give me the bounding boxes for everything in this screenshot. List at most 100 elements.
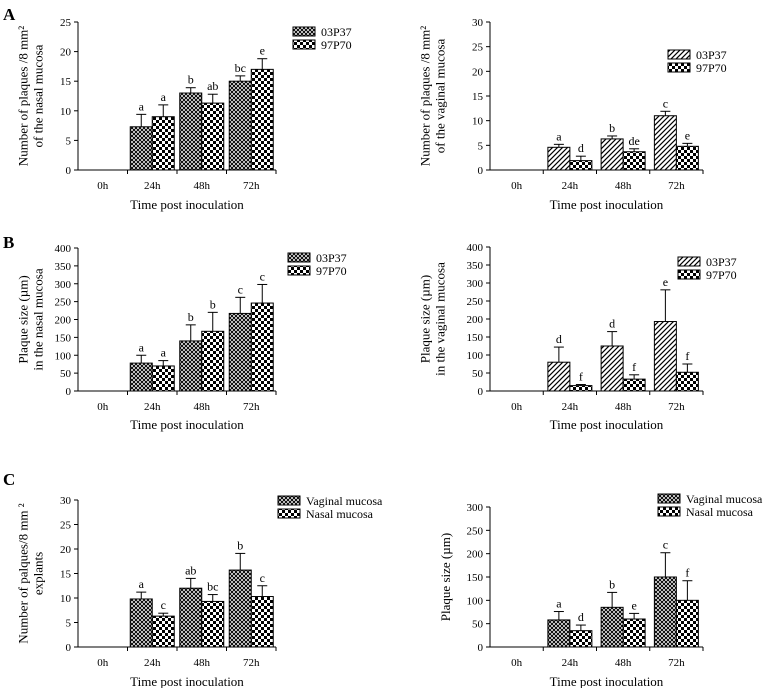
x-tick-label: 48h (615, 657, 632, 669)
legend-label: 97P70 (706, 268, 737, 282)
y-axis-title: of the vaginal mucosa (433, 39, 448, 154)
y-tick-label: 350 (55, 261, 72, 273)
y-tick-label: 150 (467, 572, 484, 584)
bar (129, 362, 153, 392)
y-axis-title: Plaque size (µm) (418, 275, 433, 363)
y-axis-title: Plaque size (µm) (16, 275, 31, 363)
x-tick-label: 48h (194, 180, 211, 192)
y-tick-label: 0 (66, 165, 72, 177)
significance-label: a (139, 577, 145, 591)
significance-label: b (188, 73, 194, 87)
bar (129, 126, 153, 171)
legend-label: 97P70 (316, 264, 347, 278)
bar (653, 576, 677, 648)
bar (179, 340, 203, 392)
significance-label: e (260, 44, 265, 58)
y-axis-title: Number of plaques /8 mm² (16, 26, 31, 166)
legend-swatch (287, 252, 311, 263)
legend-swatch (677, 256, 701, 267)
panel-letter-c: C (3, 470, 15, 489)
y-axis-title: in the vaginal mucosa (433, 262, 448, 376)
x-tick-label: 24h (562, 401, 579, 413)
chart-b-right: 0 50 100 150 200 250 300 350 400 0h 24h 48h 72h d d e f f… (418, 242, 737, 432)
x-tick-label: 72h (243, 401, 260, 413)
x-tick-label: 48h (194, 401, 211, 413)
significance-label: f (685, 349, 689, 363)
legend-label: 03P37 (316, 251, 347, 265)
significance-label: c (260, 269, 265, 283)
y-axis-title: Number of palques/8 mm ² (16, 503, 31, 643)
significance-label: e (663, 275, 668, 289)
bar (600, 345, 624, 392)
x-tick-label: 24h (562, 657, 579, 669)
y-tick-label: 250 (467, 296, 484, 308)
y-tick-label: 15 (472, 91, 484, 103)
legend-label: 03P37 (321, 25, 352, 39)
x-tick-label: 72h (668, 657, 685, 669)
y-tick-label: 50 (472, 368, 484, 380)
bar (250, 596, 274, 648)
x-tick-label: 72h (668, 401, 685, 413)
y-tick-label: 50 (472, 619, 484, 631)
legend-swatch (677, 269, 701, 280)
legend-swatch (667, 62, 691, 73)
bar (228, 569, 252, 648)
bar (179, 92, 203, 171)
bar (151, 365, 175, 392)
significance-label: a (556, 597, 562, 611)
bar (547, 361, 571, 392)
y-axis-title: in the nasal mucosa (31, 268, 46, 370)
significance-label: b (237, 538, 243, 552)
y-tick-label: 200 (467, 314, 484, 326)
significance-label: e (685, 128, 690, 142)
y-tick-label: 10 (60, 593, 72, 605)
bar (201, 600, 225, 648)
chart-c-right: 0 50 100 150 200 250 300 0h 24h 48h 72h a b c d e f Vagin… (438, 492, 763, 688)
significance-label: a (556, 129, 562, 143)
legend-swatch (277, 495, 301, 506)
x-axis-title: Time post inoculation (550, 417, 664, 432)
x-tick-label: 72h (243, 180, 260, 192)
y-tick-label: 300 (467, 278, 484, 290)
significance-label: a (161, 90, 167, 104)
x-tick-label: 48h (194, 657, 211, 669)
y-axis-title: Number of plaques /8 mm² (418, 26, 433, 166)
y-tick-label: 20 (60, 544, 72, 556)
bar (250, 302, 274, 392)
significance-label: c (161, 598, 166, 612)
y-tick-label: 30 (472, 17, 484, 29)
significance-label: bc (235, 61, 246, 75)
legend-label: 97P70 (321, 38, 352, 52)
x-axis-title: Time post inoculation (550, 674, 664, 688)
y-tick-label: 5 (478, 140, 484, 152)
chart-a-right: 0 5 10 15 20 25 30 0h 24h 48h 72h a b c d de e 03P3797P70… (418, 17, 727, 212)
legend-label: Vaginal mucosa (306, 494, 383, 508)
x-tick-label: 24h (144, 180, 161, 192)
y-tick-label: 25 (60, 17, 72, 29)
significance-label: ab (207, 79, 218, 93)
y-tick-label: 400 (55, 243, 72, 255)
y-tick-label: 5 (66, 618, 72, 630)
bar (201, 102, 225, 171)
x-tick-label: 72h (668, 180, 685, 192)
y-tick-label: 0 (478, 165, 484, 177)
chart-b-left: 0 50 100 150 200 250 300 350 400 0h 24h 48h 72h a b c a b… (16, 243, 347, 432)
legend-swatch (667, 49, 691, 60)
legend-label: 97P70 (696, 61, 727, 75)
x-axis-title: Time post inoculation (130, 417, 244, 432)
legend-swatch (292, 26, 316, 37)
significance-label: d (609, 317, 615, 331)
y-axis-title: Plaque size (µm) (438, 533, 453, 621)
y-tick-label: 200 (467, 549, 484, 561)
significance-label: a (139, 99, 145, 113)
significance-label: b (609, 121, 615, 135)
panel-letter-b: B (3, 233, 14, 252)
x-axis-title: Time post inoculation (130, 197, 244, 212)
y-tick-label: 20 (60, 47, 72, 59)
bar (179, 587, 203, 648)
bar (622, 151, 646, 171)
legend-label: 03P37 (706, 255, 737, 269)
y-tick-label: 30 (60, 495, 72, 507)
